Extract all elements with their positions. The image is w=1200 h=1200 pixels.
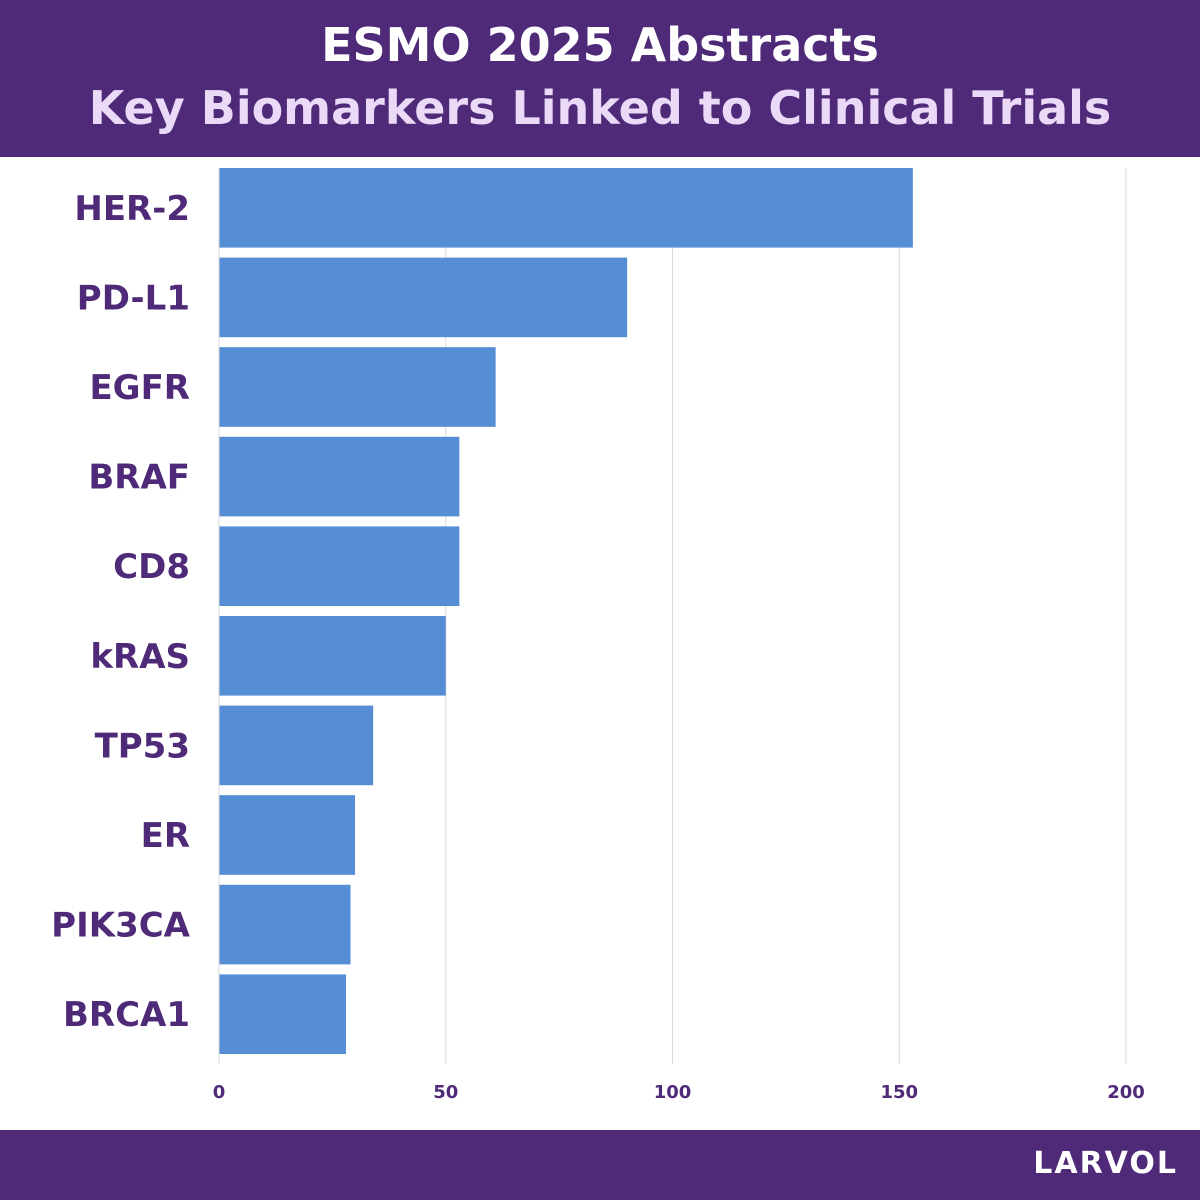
category-label: kRAS — [90, 637, 190, 677]
footer-banner: LARVOL — [0, 1130, 1200, 1200]
category-label: PIK3CA — [51, 906, 191, 946]
x-tick-label: 200 — [1107, 1082, 1145, 1103]
bar-chart: 0 50 100 150 200 HER-2 PD-L1 EGFR BRAF CD8 kRAS TP5… — [51, 168, 1145, 1103]
x-tick-label: 100 — [654, 1082, 692, 1103]
bar — [219, 526, 460, 606]
bar — [219, 884, 351, 965]
x-tick-label: 50 — [433, 1082, 458, 1103]
chart-subtitle: Key Biomarkers Linked to Clinical Trials — [88, 81, 1112, 135]
bar — [219, 795, 356, 875]
brand-logo-text: LARVOL — [1033, 1146, 1178, 1181]
category-label: HER-2 — [74, 189, 190, 229]
category-label: BRCA1 — [63, 995, 190, 1035]
bar — [219, 616, 446, 696]
bar — [219, 436, 460, 517]
chart-title: ESMO 2025 Abstracts — [321, 18, 879, 72]
category-label: ER — [141, 816, 190, 856]
bar — [219, 257, 628, 338]
bar — [219, 168, 913, 248]
bar — [219, 974, 346, 1054]
header-banner: ESMO 2025 Abstracts Key Biomarkers Linke… — [0, 0, 1200, 157]
x-tick-label: 150 — [880, 1082, 918, 1103]
category-label: CD8 — [113, 547, 190, 587]
category-label: EGFR — [89, 368, 190, 408]
category-label: BRAF — [88, 458, 190, 498]
category-label: PD-L1 — [77, 278, 190, 318]
x-tick-label: 0 — [213, 1082, 226, 1103]
category-label: TP53 — [95, 726, 190, 766]
bar — [219, 705, 374, 786]
bar — [219, 347, 496, 427]
